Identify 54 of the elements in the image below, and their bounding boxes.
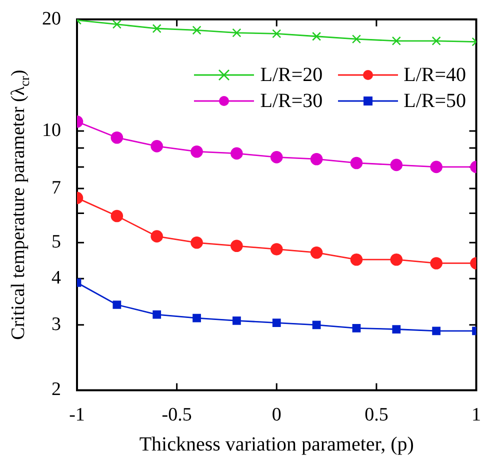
y-tick-label: 10: [42, 120, 61, 142]
point: [232, 28, 242, 38]
point: [272, 29, 282, 38]
y-axis-title: Critical temperature parameter (λcr): [8, 70, 32, 340]
x-tick-label: -0.5: [162, 404, 192, 426]
legend-label: L/R=30: [260, 90, 323, 113]
point: [270, 151, 283, 164]
point: [112, 20, 122, 29]
point: [312, 32, 322, 41]
point: [192, 314, 201, 322]
point: [190, 145, 203, 158]
y-tick-label: 3: [52, 314, 61, 335]
x-tick-label: 0: [272, 404, 282, 426]
point: [230, 240, 243, 252]
point: [232, 316, 241, 325]
point: [150, 230, 163, 242]
y-tick-label: 5: [52, 232, 61, 253]
legend-label: L/R=50: [404, 90, 466, 113]
legend-label: L/R=40: [404, 64, 466, 87]
point: [110, 210, 124, 222]
point: [310, 246, 323, 259]
point: [432, 36, 441, 46]
x-tick-label: 0.5: [364, 404, 388, 426]
point: [152, 24, 162, 34]
point: [270, 243, 283, 256]
point: [352, 324, 361, 332]
point: [152, 310, 162, 319]
x-tick-label: -1: [69, 404, 85, 426]
point: [390, 158, 403, 172]
point: [272, 318, 281, 327]
point: [350, 253, 363, 266]
point: [432, 326, 441, 336]
point: [150, 140, 163, 152]
point: [310, 152, 323, 166]
point: [392, 325, 401, 334]
point: [110, 131, 124, 144]
point: [230, 147, 243, 160]
point: [430, 257, 442, 270]
y-tick-label: 2: [52, 379, 61, 400]
point: [352, 34, 362, 44]
point: [112, 300, 122, 309]
y-tick-label: 4: [52, 268, 62, 289]
point: [390, 253, 403, 266]
x-axis-title: Thickness variation parameter, (p): [139, 433, 414, 456]
x-tick-label: 1: [472, 404, 481, 426]
y-tick-label: 20: [42, 8, 61, 30]
point: [392, 36, 401, 46]
point: [192, 26, 202, 35]
point: [430, 160, 442, 174]
point: [312, 320, 321, 330]
point: [350, 156, 363, 170]
legend-label: L/R=20: [260, 64, 323, 87]
point: [190, 236, 203, 249]
y-tick-label: 7: [52, 177, 61, 198]
